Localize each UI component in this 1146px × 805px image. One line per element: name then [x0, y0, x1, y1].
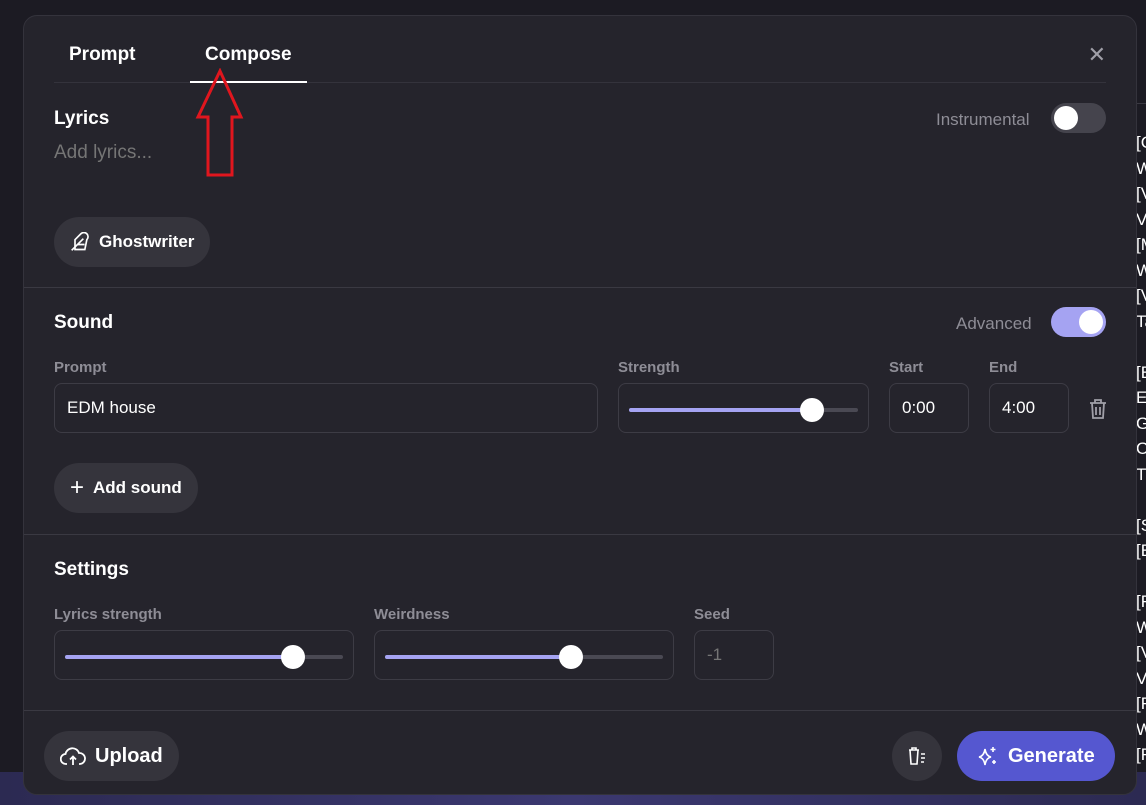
strength-column-label: Strength — [618, 359, 680, 376]
instrumental-toggle[interactable] — [1051, 103, 1106, 133]
compose-modal: Prompt Compose ✕ Lyrics Instrumental Gho… — [23, 15, 1137, 795]
lyrics-strength-slider[interactable] — [54, 630, 354, 680]
tab-compose[interactable]: Compose — [190, 44, 307, 83]
strength-slider[interactable] — [618, 383, 869, 433]
instrumental-label: Instrumental — [936, 110, 1030, 129]
upload-button[interactable]: Upload — [44, 731, 179, 781]
end-time-input[interactable]: 4:00 — [989, 383, 1069, 433]
prompt-column-label: Prompt — [54, 359, 107, 376]
generate-label: Generate — [1008, 744, 1095, 767]
section-divider — [24, 710, 1136, 711]
settings-title: Settings — [54, 559, 129, 580]
seed-label: Seed — [694, 606, 730, 623]
start-column-label: Start — [889, 359, 924, 376]
feather-icon — [71, 232, 89, 251]
sound-prompt-input[interactable]: EDM house — [54, 383, 598, 433]
weirdness-slider[interactable] — [374, 630, 674, 680]
trash-icon[interactable] — [1088, 398, 1108, 420]
clear-button[interactable] — [892, 731, 942, 781]
end-column-label: End — [989, 359, 1018, 376]
section-divider — [24, 534, 1136, 535]
start-time-input[interactable]: 0:00 — [889, 383, 969, 433]
advanced-toggle[interactable] — [1051, 307, 1106, 337]
background-text-fragments: [C W [V V [M W [V Ta [E E G O T [S [E [F… — [1136, 133, 1146, 764]
add-sound-button[interactable]: + Add sound — [54, 463, 198, 513]
lyrics-title: Lyrics — [54, 108, 110, 129]
tab-bar: Prompt Compose — [54, 16, 1106, 83]
add-sound-label: Add sound — [93, 478, 182, 497]
annotation-arrow — [195, 68, 244, 177]
upload-label: Upload — [95, 744, 163, 767]
cloud-upload-icon — [60, 747, 86, 765]
generate-button[interactable]: Generate — [957, 731, 1115, 781]
advanced-label: Advanced — [956, 314, 1032, 333]
lyrics-strength-label: Lyrics strength — [54, 606, 162, 623]
tab-prompt[interactable]: Prompt — [69, 44, 136, 65]
lyrics-input[interactable] — [54, 142, 754, 164]
seed-input[interactable] — [694, 630, 774, 680]
close-icon[interactable]: ✕ — [1087, 42, 1106, 67]
weirdness-label: Weirdness — [374, 606, 450, 623]
ghostwriter-button[interactable]: Ghostwriter — [54, 217, 211, 267]
plus-icon: + — [70, 474, 85, 501]
section-divider — [24, 287, 1136, 288]
trash-list-icon — [909, 747, 925, 765]
sparkles-icon — [978, 747, 996, 766]
ghostwriter-label: Ghostwriter — [99, 232, 195, 251]
sound-title: Sound — [54, 312, 114, 333]
